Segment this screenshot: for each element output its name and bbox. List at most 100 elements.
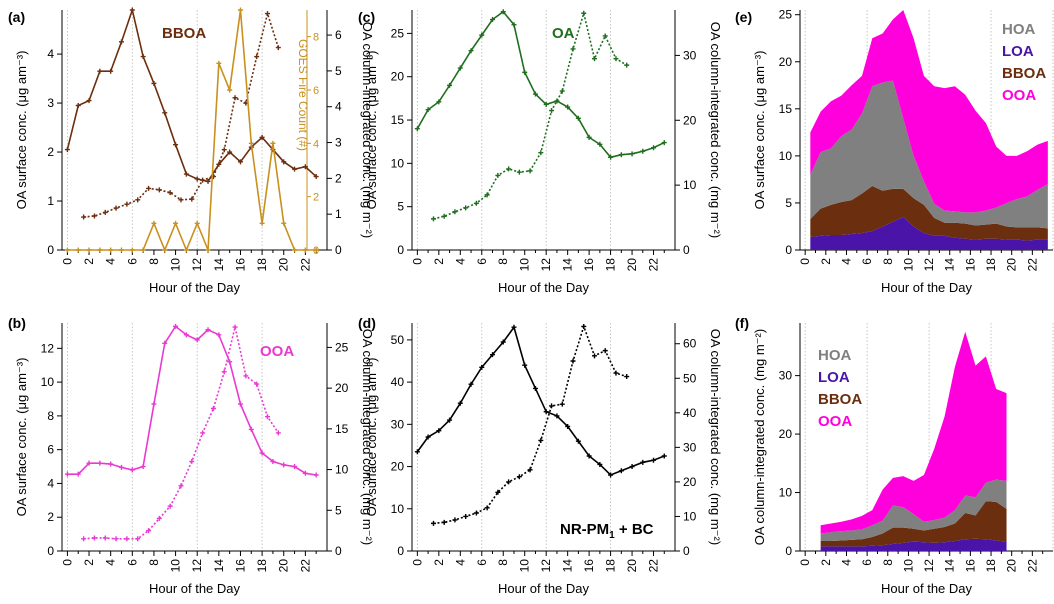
data-point xyxy=(570,46,576,52)
x-tick-label: 12 xyxy=(190,559,204,573)
y-left-tick-label: 15 xyxy=(391,113,405,127)
data-point xyxy=(254,381,260,387)
x-tick-label: 12 xyxy=(922,258,936,272)
data-point xyxy=(216,60,222,66)
y-right-tick-label: 0 xyxy=(335,243,342,257)
data-point xyxy=(173,323,179,329)
x-axis-label: Hour of the Day xyxy=(498,581,590,596)
x-tick-label: 4 xyxy=(453,559,467,566)
data-point xyxy=(237,401,243,407)
x-tick-label: 14 xyxy=(943,258,957,272)
y-left-tick-label: 50 xyxy=(391,333,405,347)
y-right-tick-label: 20 xyxy=(683,475,697,489)
data-point xyxy=(86,247,92,253)
data-point xyxy=(232,95,238,101)
chart-title-rest: + BC xyxy=(615,521,654,538)
y-left-tick-label: 10 xyxy=(391,502,405,516)
data-point xyxy=(490,352,496,358)
x-tick-label: 10 xyxy=(518,258,532,272)
chart-title: OA xyxy=(552,25,575,42)
x-tick-label: 8 xyxy=(147,258,161,265)
y-left-tick-label: 4 xyxy=(47,47,54,61)
x-tick-label: 8 xyxy=(881,559,895,566)
x-axis-label: Hour of the Day xyxy=(881,581,973,596)
x-tick-label: 8 xyxy=(881,258,895,265)
x-tick-label: 2 xyxy=(432,258,446,265)
x-tick-label: 18 xyxy=(604,258,618,272)
x-tick-label: 4 xyxy=(453,258,467,265)
series-line-1 xyxy=(416,325,665,476)
y-left-tick-label: 0 xyxy=(397,243,404,257)
data-point xyxy=(167,190,173,196)
data-point xyxy=(64,247,70,253)
data-point xyxy=(313,472,319,478)
data-point xyxy=(248,426,254,432)
data-point xyxy=(436,99,442,105)
y-right-tick-label: 1 xyxy=(335,207,342,221)
y-right-tick-label: 0 xyxy=(335,544,342,558)
y-axis-left-label: OA surface conc. (μg am⁻³) xyxy=(14,358,29,517)
x-tick-label: 10 xyxy=(169,258,183,272)
panel-label: (b) xyxy=(8,315,26,331)
data-point xyxy=(549,108,555,114)
y-left-tick-label: 10 xyxy=(779,486,793,500)
y-right-tick-label: 30 xyxy=(683,48,697,62)
y-axis-left-label: OA surface conc. (μg am⁻³) xyxy=(364,358,379,517)
data-point xyxy=(265,414,271,420)
x-tick-label: 20 xyxy=(1005,559,1019,573)
data-point xyxy=(447,82,453,88)
data-point xyxy=(151,220,157,226)
data-point xyxy=(205,247,211,253)
data-point xyxy=(302,470,308,476)
x-tick-label: 16 xyxy=(582,258,596,272)
x-tick-label: 10 xyxy=(518,559,532,573)
data-point xyxy=(64,471,70,477)
x-tick-label: 2 xyxy=(819,559,833,566)
data-point xyxy=(140,54,146,60)
y-left-tick-label: 3 xyxy=(47,96,54,110)
data-point xyxy=(75,103,81,109)
data-point xyxy=(425,434,431,440)
x-tick-label: 0 xyxy=(60,559,74,566)
data-point xyxy=(629,464,635,470)
data-point xyxy=(281,220,287,226)
x-tick-label: 18 xyxy=(255,559,269,573)
data-point xyxy=(227,87,233,93)
data-point xyxy=(549,403,555,409)
data-point xyxy=(591,353,597,359)
data-point xyxy=(265,11,271,17)
data-point xyxy=(624,62,630,68)
data-point xyxy=(183,171,189,177)
y-left-tick-label: 25 xyxy=(391,26,405,40)
x-axis-label: Hour of the Day xyxy=(149,280,241,295)
data-point xyxy=(495,172,501,178)
legend-entry-loa: LOA xyxy=(818,369,850,386)
y-left-tick-label: 0 xyxy=(47,544,54,558)
panel-label: (d) xyxy=(358,315,376,331)
x-tick-label: 10 xyxy=(901,258,915,272)
data-point xyxy=(275,430,281,436)
y-right-tick-label: 2 xyxy=(335,171,342,185)
data-point xyxy=(140,247,146,253)
data-point xyxy=(194,337,200,343)
data-point xyxy=(200,430,206,436)
y-right-tick-label: 30 xyxy=(683,440,697,454)
y-left-tick-label: 20 xyxy=(779,55,793,69)
x-tick-label: 6 xyxy=(860,258,874,265)
data-point xyxy=(457,65,463,71)
data-point xyxy=(597,141,603,147)
data-point xyxy=(102,209,108,215)
data-point xyxy=(473,510,479,516)
y-left-tick-label: 0 xyxy=(397,544,404,558)
data-point xyxy=(597,461,603,467)
area-loa xyxy=(810,217,1048,250)
data-point xyxy=(129,247,135,253)
x-tick-label: 4 xyxy=(839,559,853,566)
data-point xyxy=(613,370,619,376)
area-hoa xyxy=(810,80,1048,229)
data-point xyxy=(586,134,592,140)
data-point xyxy=(97,460,103,466)
area-ooa xyxy=(820,331,1007,534)
data-point xyxy=(463,513,469,519)
